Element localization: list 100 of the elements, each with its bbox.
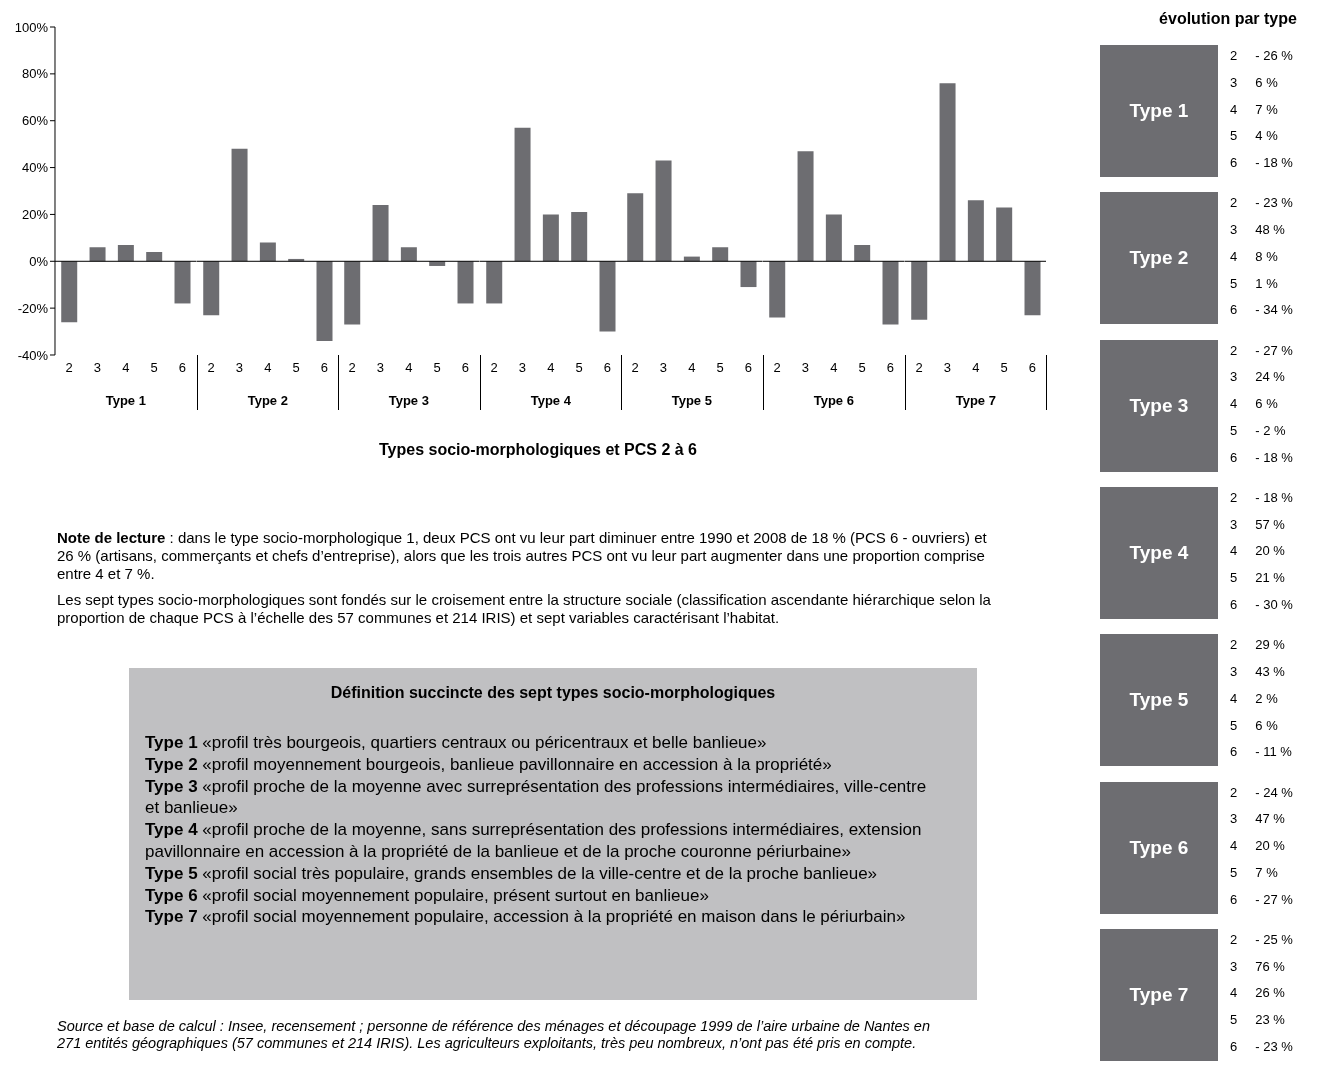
x-tick-label: 5 (575, 360, 583, 376)
category-label: 5 7 % (1230, 864, 1278, 880)
x-tick-label: 5 (433, 360, 441, 376)
text: Type 1 «profil très bourgeois, quartiers centraux ou péricentraux et belle banlieue» (145, 732, 768, 754)
text: Type 5 «profil social très populaire, grands ensembles de la ville-centre et de la proche banlieue» (145, 862, 879, 885)
bar (570, 212, 587, 262)
bar (655, 160, 672, 262)
category-label: 6 - 34 % (1230, 302, 1293, 318)
x-tick-label: 6 (886, 360, 895, 376)
category-label: 5 23 % (1230, 1012, 1285, 1028)
category-label: 4 20 % (1230, 838, 1285, 854)
text: 4 8 % (1230, 248, 1278, 264)
category-label: 2 - 18 % (1230, 489, 1293, 505)
category-label: 5 1 % (1230, 275, 1278, 291)
bar (797, 151, 814, 262)
text: Note de lecture : dans le type socio-morphologique 1, deux PCS ont vu leur part diminuer entre 1990 et 2008 de 18 % (PCS 6 - ouvriers) et 26 % (artisans, commerçants et chefs d’entreprise), alors que les trois autres PCS ont vu leur part augmenter dans une proportion comprise entre 4 et 7 %. (57, 529, 988, 583)
category-label: 6 - 11 % (1230, 744, 1292, 760)
text: Types socio-morphologiques et PCS 2 à 6 (378, 441, 698, 459)
x-tick-label: 2 (207, 360, 215, 376)
category-label: 4 6 % (1230, 396, 1278, 412)
bar (542, 214, 559, 262)
category-label: 5 6 % (1230, 717, 1278, 733)
bar (202, 261, 219, 316)
bar (825, 214, 842, 262)
category-label: 3 6 % (1230, 74, 1278, 90)
bar (882, 261, 899, 325)
x-tick-label: 2 (65, 360, 73, 376)
category-label: 6 - 30 % (1230, 597, 1293, 613)
x-axis-title: Type 3 (388, 392, 430, 408)
x-tick-label: 2 (631, 360, 640, 376)
x-axis-title: Type 7 (955, 392, 996, 408)
x-tick-label: 3 (518, 360, 526, 376)
y-tick-label: -40% (17, 347, 49, 363)
text: Type 6 (1129, 836, 1189, 859)
text: Type 4 «profil proche de la moyenne, sans surreprésentation des professions intermédiaires, extension pavillonnaire en accession à la propriété de la banlieue et de la proche couronne périurbaine» (145, 819, 923, 863)
x-tick-label: 6 (1028, 360, 1036, 376)
x-axis-title: Type 1 (105, 392, 146, 408)
y-tick-label: -20% (17, 300, 49, 316)
category-label: 3 47 % (1230, 811, 1285, 827)
x-tick-label: 4 (971, 360, 980, 376)
text: Type 6 «profil social moyennement populaire, présent surtout en banlieue» (145, 884, 710, 907)
category-label: 5 - 2 % (1230, 422, 1286, 438)
x-tick-label: 4 (405, 360, 413, 376)
bar (627, 193, 644, 262)
category-label: 4 26 % (1230, 985, 1285, 1001)
source-note: Source et base de calcul : Insee, recensement ; personne de référence des ménages et découpage 1999 de l’aire urbaine de Nantes en 271 entités géographiques (57 communes et 214 IRIS). Les agriculteurs exploitants, très peu nombreux, n’ont pas été pris en compte. (57, 1018, 931, 1052)
category-label: 5 21 % (1230, 570, 1285, 586)
bar (117, 244, 134, 262)
category-label: 5 4 % (1230, 128, 1278, 144)
x-tick-label: 3 (943, 360, 951, 376)
x-tick-label: 6 (462, 360, 470, 376)
x-tick-label: 6 (603, 360, 611, 376)
category-label: 3 57 % (1230, 516, 1285, 532)
y-tick-label: 100% (14, 19, 49, 35)
y-tick-label: 60% (22, 113, 49, 129)
text: Définition succincte des sept types socio-morphologiques (329, 684, 777, 702)
x-tick-label: 4 (546, 360, 555, 376)
category-label: 4 20 % (1230, 543, 1285, 559)
text: Type 7 «profil social moyennement populaire, accession à la propriété en maison dans le périurbain» (145, 906, 907, 929)
text: Type 3 (1129, 394, 1189, 417)
x-tick-label: 5 (858, 360, 866, 376)
x-tick-label: 2 (915, 360, 923, 376)
x-tick-label: 5 (1000, 360, 1008, 376)
category-label: 4 7 % (1230, 101, 1278, 117)
x-tick-label: 2 (348, 360, 356, 376)
x-tick-label: 3 (377, 360, 385, 376)
x-tick-label: 6 (745, 360, 753, 376)
x-axis-title: Type 4 (530, 392, 572, 408)
x-tick-label: 4 (830, 360, 838, 376)
text: Type 4 (1129, 541, 1189, 564)
category-label: 6 - 27 % (1230, 891, 1293, 907)
category-label: 3 76 % (1230, 958, 1285, 974)
x-tick-label: 5 (292, 360, 300, 376)
bar (259, 242, 276, 262)
x-axis-title: Type 2 (247, 392, 288, 408)
text: Type 3 «profil proche de la moyenne avec surreprésentation des professions intermédiaires, ville-centre et banlieue» (145, 775, 928, 820)
category-label: 2 - 27 % (1230, 342, 1293, 358)
x-tick-label: 5 (150, 360, 158, 376)
x-tick-label: 4 (688, 360, 696, 376)
bar (486, 261, 503, 304)
x-tick-label: 4 (122, 360, 130, 376)
bar (316, 261, 333, 341)
x-tick-label: 2 (490, 360, 498, 376)
bar (712, 247, 729, 262)
x-tick-label: 6 (320, 360, 328, 376)
bar (967, 200, 984, 262)
text: Type 7 (1129, 983, 1189, 1006)
x-tick-label: 4 (263, 360, 272, 376)
category-label: 2 - 23 % (1230, 195, 1293, 211)
bar (939, 83, 956, 262)
x-tick-label: 2 (773, 360, 781, 376)
bar (769, 261, 786, 318)
x-axis-title: Type 5 (672, 392, 713, 408)
y-tick-label: 80% (22, 66, 49, 82)
x-tick-label: 3 (93, 360, 102, 376)
category-label: 6 - 18 % (1230, 449, 1293, 465)
text: Type 2 (1129, 247, 1189, 270)
y-tick-label: 0% (29, 253, 49, 269)
y-tick-label: 40% (22, 160, 49, 176)
y-tick-label: 20% (22, 207, 49, 223)
